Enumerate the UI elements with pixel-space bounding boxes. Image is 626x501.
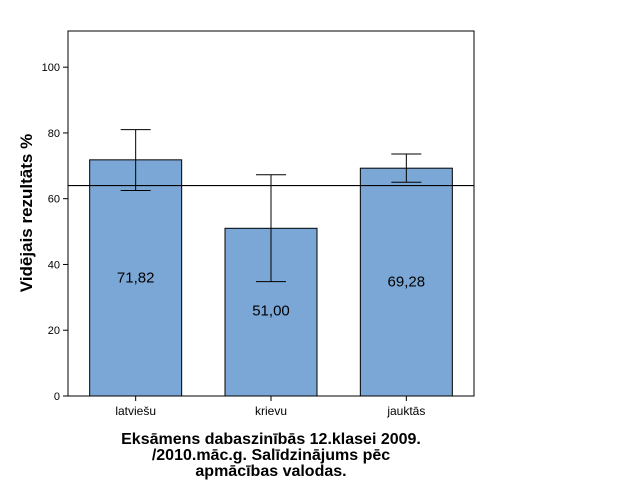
data-labels: 71,82 51,00 69,28 bbox=[117, 270, 425, 320]
x-axis-label: Eksāmens dabaszinībās 12.klasei 2009./20… bbox=[121, 431, 421, 480]
error-bars bbox=[120, 129, 422, 283]
y-tick-label-1: 20 bbox=[48, 325, 60, 337]
x-axis-label-line-2: apmācības valodas. bbox=[195, 463, 346, 480]
x-axis-label-line-1: /2010.māc.g. Salīdzinājums pēc bbox=[152, 447, 390, 464]
y-tick-label-5: 100 bbox=[42, 62, 60, 74]
data-label-1: 51,00 bbox=[252, 303, 290, 320]
data-label-2: 69,28 bbox=[388, 274, 426, 291]
y-axis: 0 20 40 60 80 100 bbox=[42, 62, 68, 403]
data-label-0: 71,82 bbox=[117, 270, 155, 287]
x-axis-label-line-0: Eksāmens dabaszinībās 12.klasei 2009. bbox=[121, 431, 421, 448]
x-axis: latviešu krievu jauktās bbox=[115, 396, 425, 418]
y-tick-label-0: 0 bbox=[54, 391, 60, 403]
bar-0 bbox=[89, 159, 183, 397]
y-tick-label-4: 80 bbox=[48, 128, 60, 140]
x-tick-label-0: latviešu bbox=[115, 404, 156, 418]
y-axis-label: Vidējais rezultāts % bbox=[17, 134, 36, 292]
y-tick-label-3: 60 bbox=[48, 194, 60, 206]
x-tick-label-1: krievu bbox=[255, 404, 287, 418]
y-tick-label-2: 40 bbox=[48, 259, 60, 271]
x-tick-label-2: jauktās bbox=[386, 404, 425, 418]
